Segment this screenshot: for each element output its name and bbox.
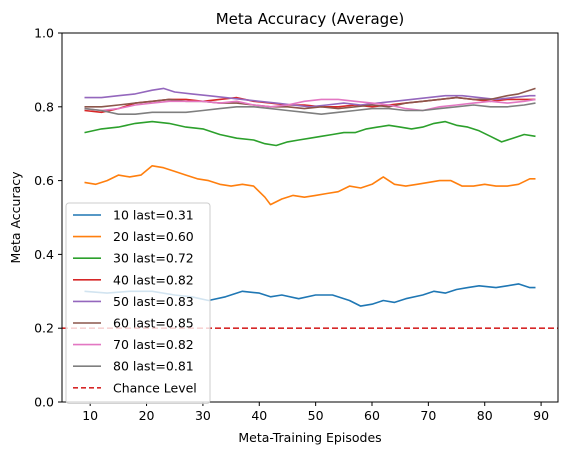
series-line-2 — [84, 120, 536, 147]
y-axis-label: Meta Accuracy — [8, 171, 23, 264]
y-tick-label: 0.6 — [34, 173, 54, 188]
legend-label: 10 last=0.31 — [113, 208, 194, 223]
x-axis: 10 20 30 40 50 60 70 80 90 — [82, 402, 549, 423]
y-tick-label: 1.0 — [34, 26, 54, 41]
series-line-4 — [84, 87, 536, 108]
x-axis-label: Meta-Training Episodes — [238, 430, 381, 445]
legend-label: 40 last=0.82 — [113, 272, 194, 287]
y-tick-label: 0.8 — [34, 99, 54, 114]
x-tick-label: 60 — [364, 408, 380, 423]
legend: 10 last=0.31 20 last=0.60 30 last=0.72 40 l… — [65, 202, 211, 404]
y-tick-label: 0.2 — [34, 321, 54, 336]
plot-lines — [62, 87, 558, 330]
legend-label: Chance Level — [113, 380, 197, 395]
legend-label: 50 last=0.83 — [113, 294, 194, 309]
series-line-5 — [84, 87, 536, 110]
legend-label: 30 last=0.72 — [113, 251, 194, 266]
x-tick-label: 80 — [477, 408, 493, 423]
legend-label: 80 last=0.81 — [113, 359, 194, 374]
legend-label: 60 last=0.85 — [113, 316, 194, 331]
y-axis: 0.0 0.2 0.4 0.6 0.8 1.0 — [34, 26, 62, 410]
x-tick-label: 30 — [195, 408, 211, 423]
legend-label: 20 last=0.60 — [113, 229, 194, 244]
series-line-7 — [84, 102, 536, 115]
plot-frame — [61, 32, 559, 403]
series-line-6 — [84, 98, 536, 112]
y-tick-label: 0.4 — [34, 247, 54, 262]
x-tick-label: 70 — [420, 408, 436, 423]
y-tick-label: 0.0 — [34, 395, 54, 410]
x-tick-label: 50 — [308, 408, 324, 423]
legend-box — [65, 202, 211, 404]
chart-title: Meta Accuracy (Average) — [216, 10, 405, 28]
x-tick-label: 10 — [82, 408, 98, 423]
x-tick-label: 90 — [533, 408, 549, 423]
x-tick-label: 20 — [139, 408, 155, 423]
series-line-1 — [84, 165, 536, 206]
x-tick-label: 40 — [251, 408, 267, 423]
legend-label: 70 last=0.82 — [113, 337, 194, 352]
